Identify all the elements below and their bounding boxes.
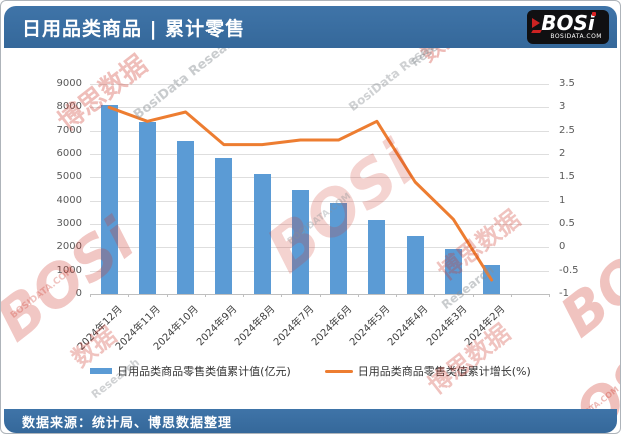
gridline bbox=[90, 200, 549, 202]
footer-bar: 数据来源：统计局、博思数据整理 bbox=[4, 409, 617, 433]
y-axis-right-tick: -1 bbox=[559, 288, 569, 299]
y-axis-left-tick: 5000 bbox=[56, 171, 82, 183]
gridline bbox=[90, 224, 549, 225]
bar bbox=[253, 174, 271, 294]
bar bbox=[444, 248, 462, 294]
y-axis-left-tick: 0 bbox=[75, 288, 82, 299]
y-axis-right-tick: 2 bbox=[559, 148, 566, 159]
bar bbox=[100, 105, 118, 294]
x-axis-tick bbox=[434, 294, 436, 297]
x-axis-label: 2024年9月 bbox=[195, 303, 240, 349]
data-source-note: 数据来源：统计局、博思数据整理 bbox=[22, 415, 233, 431]
y-axis-left-tick: 9000 bbox=[56, 78, 82, 89]
legend-line-swatch-icon bbox=[324, 369, 353, 373]
x-axis-tick bbox=[90, 294, 91, 297]
gridline bbox=[90, 247, 549, 249]
y-axis-right-tick: 3.5 bbox=[559, 78, 575, 89]
x-axis-label: 2024年8月 bbox=[233, 303, 278, 349]
y-axis-right-tick: 1.5 bbox=[559, 171, 575, 183]
gridline bbox=[90, 130, 549, 132]
x-axis-tick bbox=[281, 294, 283, 297]
bar bbox=[177, 141, 195, 294]
y-axis-right-tick: 3 bbox=[559, 101, 566, 113]
y-axis-left-tick: 1000 bbox=[56, 264, 82, 276]
x-axis-label: 2024年7月 bbox=[271, 303, 316, 349]
legend-item-bar: 日用品类商品零售类值累计值(亿元) bbox=[90, 363, 291, 379]
legend-item-line: 日用品类商品零售类值累计增长(%) bbox=[324, 363, 531, 379]
gridline bbox=[90, 84, 549, 85]
gridline bbox=[90, 177, 549, 179]
bar bbox=[406, 236, 424, 294]
x-axis-tick bbox=[166, 294, 168, 297]
x-axis-tick bbox=[472, 294, 474, 297]
y-axis-left-tick: 4000 bbox=[56, 194, 82, 206]
legend-line-label: 日用品类商品零售类值累计增长(%) bbox=[357, 365, 531, 378]
x-axis-label: 2024年3月 bbox=[424, 303, 469, 349]
legend-bar-swatch-icon bbox=[90, 368, 113, 374]
x-axis-tick bbox=[510, 294, 512, 297]
y-axis-left-tick: 3000 bbox=[56, 218, 82, 229]
y-axis-right-tick: 1 bbox=[559, 194, 566, 206]
page-title: 日用品类商品 | 累计零售 bbox=[22, 17, 246, 40]
growth-line bbox=[107, 105, 494, 282]
x-axis-label: 2024年5月 bbox=[348, 303, 393, 349]
bar bbox=[330, 203, 348, 294]
x-axis-label: 2024年4月 bbox=[386, 303, 431, 349]
x-axis-tick bbox=[128, 294, 130, 297]
y-axis-right-tick: 0 bbox=[559, 241, 566, 253]
y-axis-right-tick: 0.5 bbox=[559, 218, 575, 229]
gridline bbox=[90, 270, 549, 272]
bar bbox=[368, 219, 386, 294]
gridline bbox=[90, 154, 549, 155]
chart-legend: 日用品类商品零售类值累计值(亿元) 日用品类商品零售类值累计增长(%) bbox=[1, 363, 620, 379]
y-axis-left-tick: 6000 bbox=[56, 148, 82, 159]
logo-subtext: BOSIDATA.COM bbox=[550, 33, 602, 40]
gridline bbox=[90, 107, 549, 109]
bar bbox=[138, 122, 156, 294]
y-axis-left-tick: 8000 bbox=[56, 101, 82, 113]
logo-dot-icon bbox=[591, 12, 596, 16]
y-axis-right-tick: 2.5 bbox=[559, 124, 575, 136]
x-axis-tick bbox=[204, 294, 206, 297]
y-axis-left-tick: 2000 bbox=[56, 241, 82, 253]
y-axis-left-tick: 7000 bbox=[56, 124, 82, 136]
line-chart-svg bbox=[107, 105, 494, 282]
logo-text: BOSi bbox=[541, 11, 596, 35]
bar bbox=[215, 157, 233, 294]
x-axis-tick bbox=[549, 294, 550, 297]
x-axis-tick bbox=[243, 294, 244, 297]
x-axis-tick bbox=[319, 294, 321, 297]
bar bbox=[291, 189, 309, 294]
legend-bar-label: 日用品类商品零售类值累计值(亿元) bbox=[117, 365, 291, 378]
bosi-logo: BOSi BOSIDATA.COM bbox=[527, 10, 609, 44]
y-axis-right-tick: -0.5 bbox=[559, 264, 579, 276]
header-bar: 日用品类商品 | 累计零售 BOSi BOSIDATA.COM bbox=[4, 6, 617, 48]
x-axis-tick bbox=[396, 294, 397, 297]
logo-triangle-icon bbox=[532, 18, 540, 28]
x-axis-tick bbox=[357, 294, 359, 297]
